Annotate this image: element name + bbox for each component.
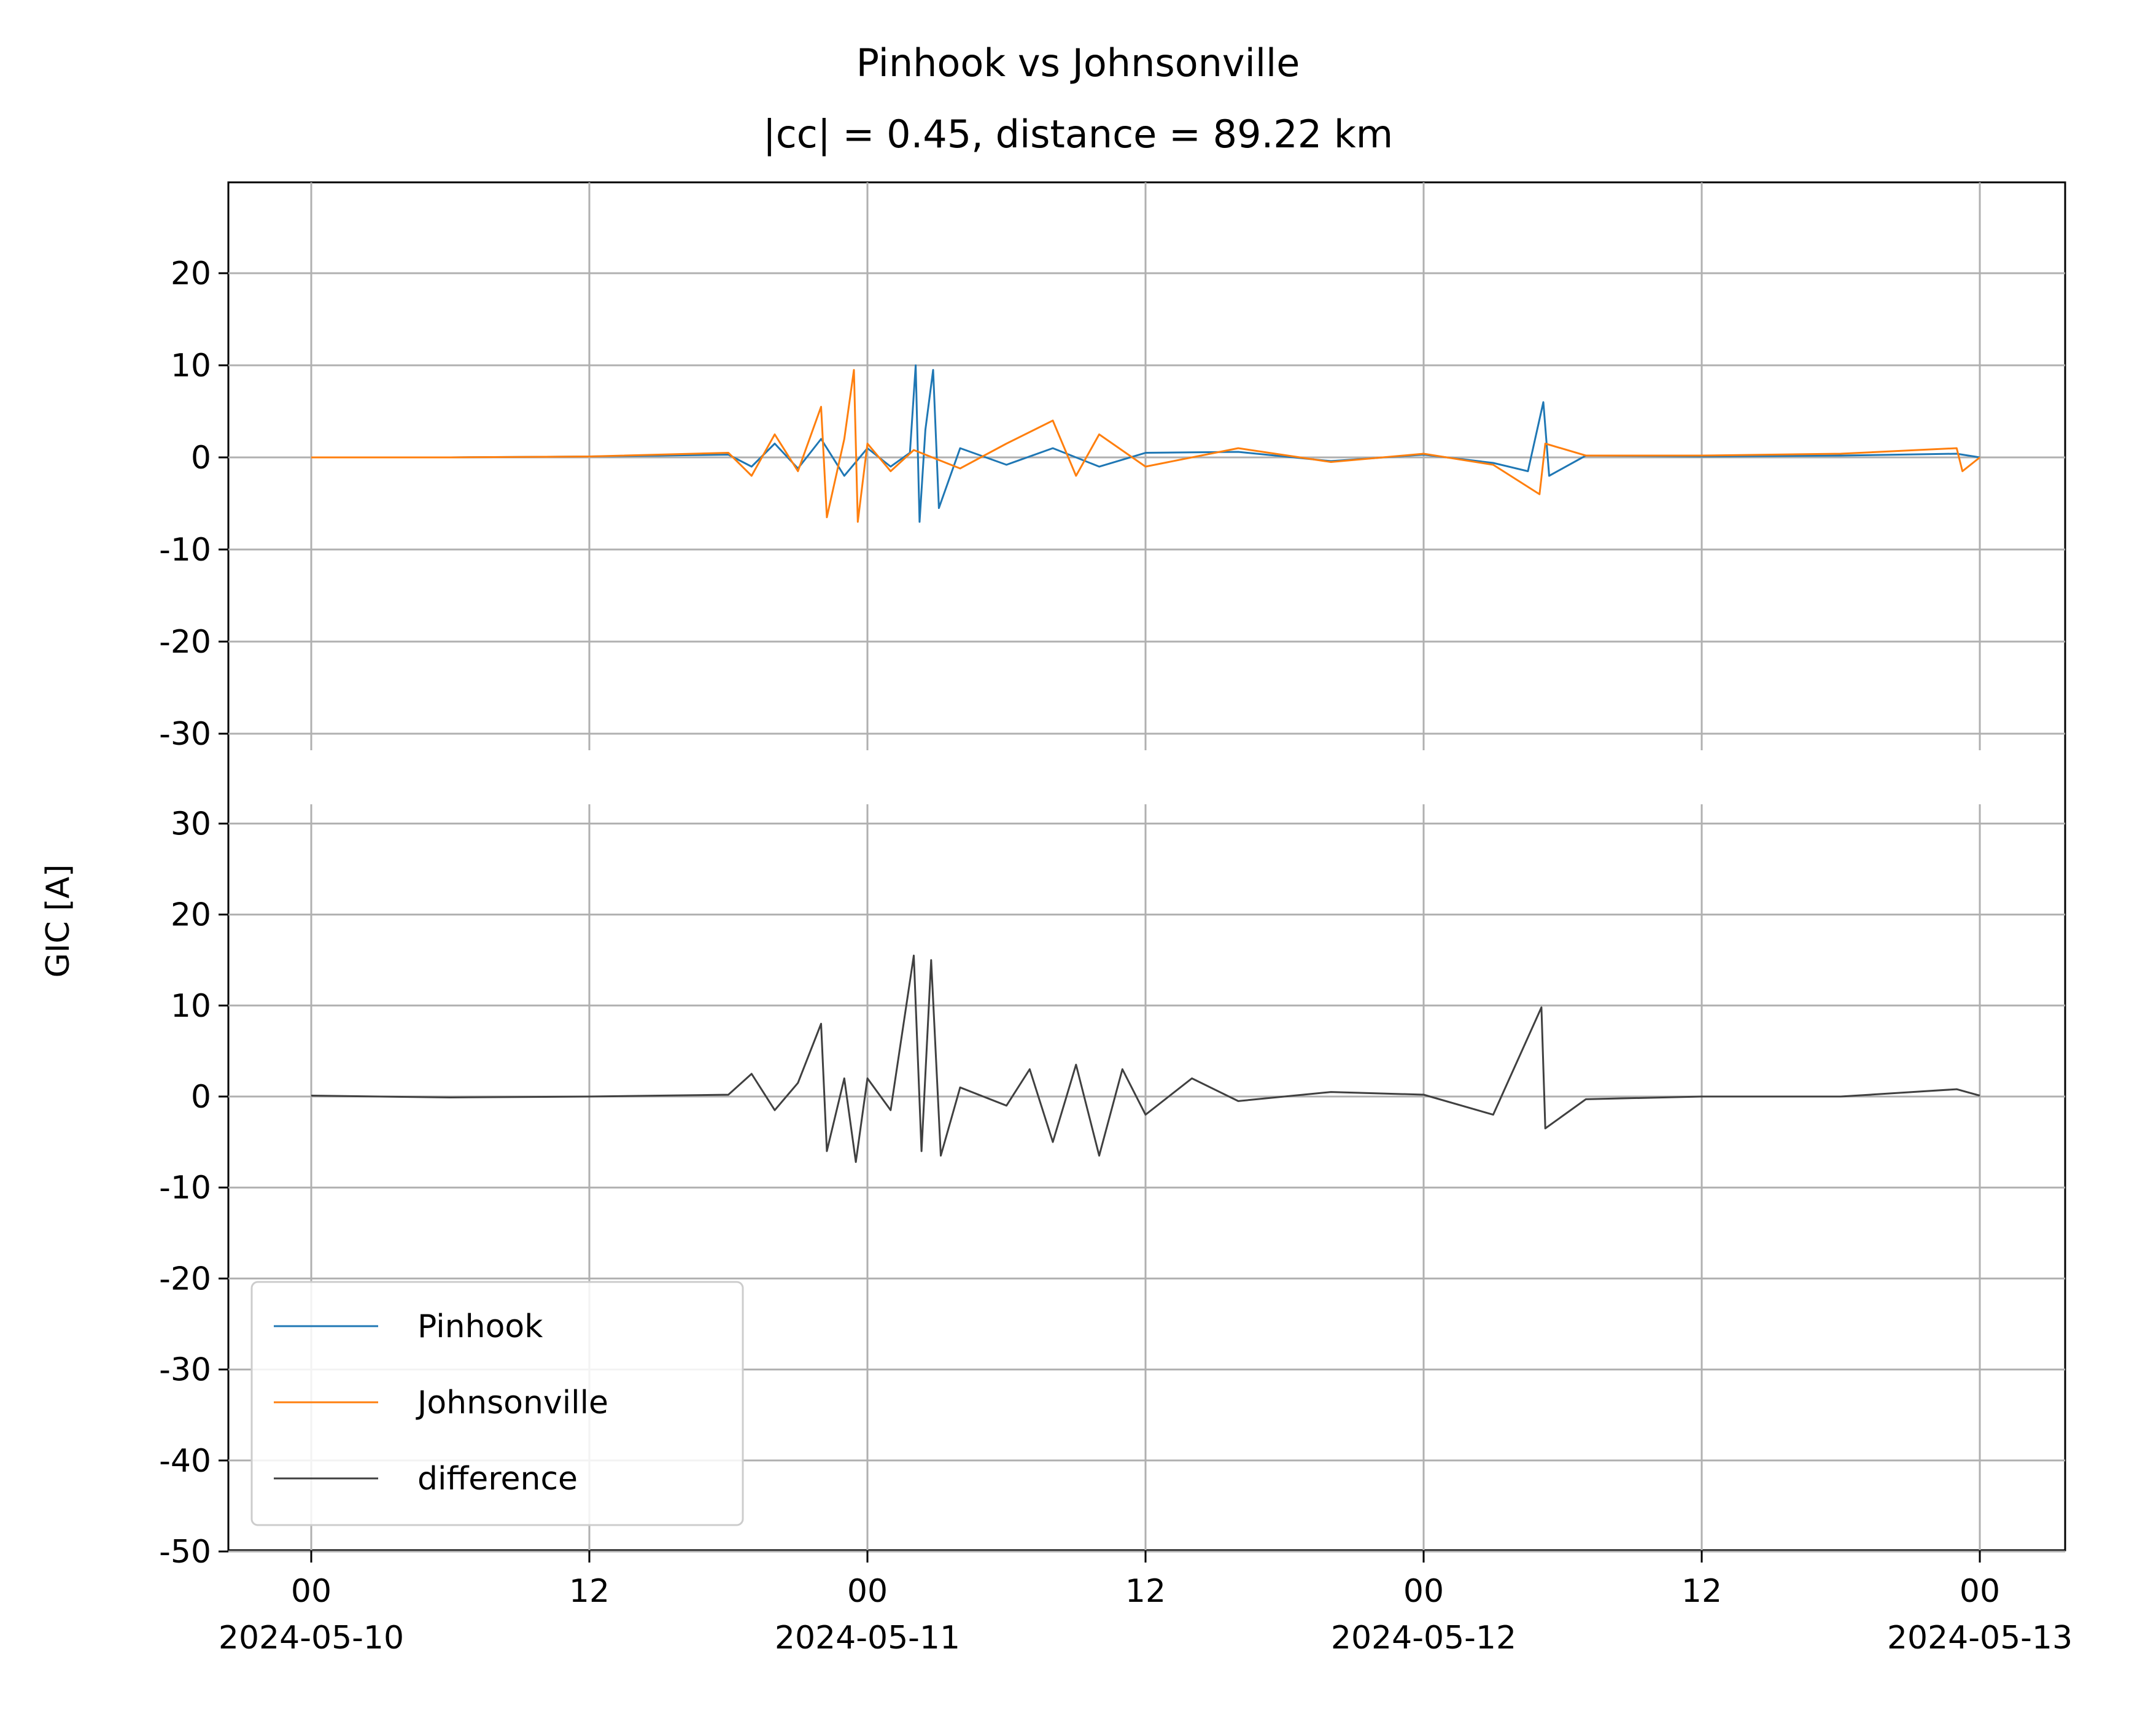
chart-title: Pinhook vs Johnsonville xyxy=(856,41,1300,85)
series-line-difference xyxy=(311,954,1980,1163)
y-tick-label: 30 xyxy=(171,806,211,842)
x-tick-label: 00 xyxy=(847,1573,888,1610)
y-tick-label: 20 xyxy=(171,255,211,292)
legend-label: Pinhook xyxy=(417,1308,543,1345)
y-tick-label: -10 xyxy=(159,532,211,569)
legend: Pinhook Johnsonville difference xyxy=(250,1281,744,1526)
y-tick-label: 10 xyxy=(171,988,211,1025)
y-tick-label: -50 xyxy=(159,1534,211,1571)
x-tick-label: 00 xyxy=(291,1573,332,1610)
y-tick-label: -30 xyxy=(159,1352,211,1389)
x-tick-label: 00 xyxy=(1960,1573,2000,1610)
plot-area: 20 10 0 -10 -20 -30 30 20 10 0 -10 -20 -30 -40 -50 00 20… xyxy=(159,181,2073,1656)
x-tick-label: 12 xyxy=(569,1573,610,1610)
y-tick-label: -20 xyxy=(159,624,211,661)
y-tick-label: -10 xyxy=(159,1170,211,1206)
series-line-johnsonville xyxy=(311,369,1980,523)
x-tick-date-label: 2024-05-11 xyxy=(775,1620,960,1656)
x-tick-label: 12 xyxy=(1125,1573,1166,1610)
y-tick-label: -40 xyxy=(159,1443,211,1480)
y-tick-label: 10 xyxy=(171,348,211,384)
legend-label: Johnsonville xyxy=(416,1384,608,1421)
chart-subtitle: |cc| = 0.45, distance = 89.22 km xyxy=(763,112,1393,157)
legend-box xyxy=(250,1281,744,1526)
y-tick-label: 0 xyxy=(191,440,211,476)
axes-frame xyxy=(227,181,2066,1551)
y-tick-label: -30 xyxy=(159,716,211,753)
x-tick-date-label: 2024-05-13 xyxy=(1887,1620,2073,1656)
y-tick-label: -20 xyxy=(159,1260,211,1297)
legend-label: difference xyxy=(417,1461,578,1497)
x-tick-date-label: 2024-05-12 xyxy=(1331,1620,1516,1656)
x-tick-label: 00 xyxy=(1403,1573,1444,1610)
x-tick-date-label: 2024-05-10 xyxy=(219,1620,404,1656)
y-tick-label: 0 xyxy=(191,1079,211,1116)
y-tick-label: 20 xyxy=(171,897,211,934)
y-axis-label: GIC [A] xyxy=(40,864,77,978)
series-line-pinhook xyxy=(311,364,1980,523)
x-tick-label: 12 xyxy=(1681,1573,1722,1610)
